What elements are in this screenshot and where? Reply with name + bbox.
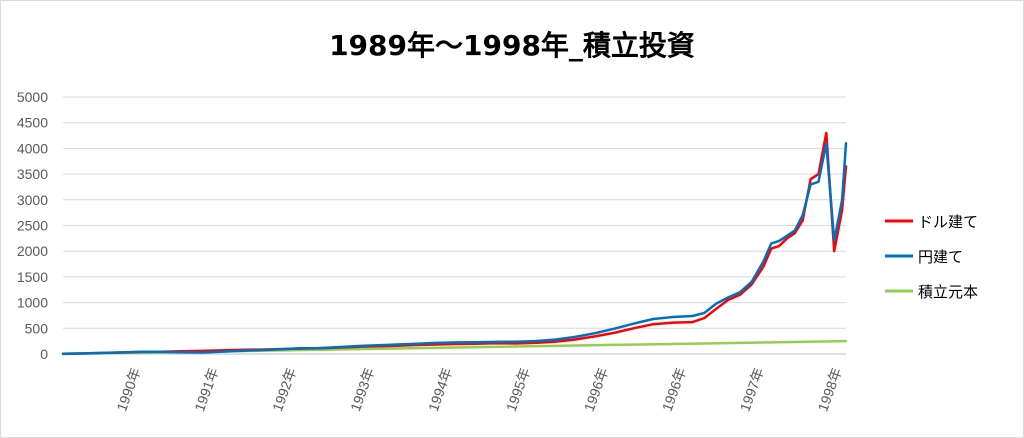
x-tick-label: 1991年: [191, 366, 221, 414]
y-tick-label: 0: [40, 346, 48, 362]
x-tick-label: 1993年: [347, 366, 377, 414]
series-lines: [61, 131, 848, 356]
x-tick-label: 1996年: [659, 366, 689, 414]
x-tick-label: 1998年: [814, 366, 844, 414]
y-tick-label: 3000: [17, 192, 48, 208]
y-tick-label: 1500: [17, 269, 48, 285]
series-line-2: [61, 142, 848, 355]
y-tick-label: 2500: [17, 218, 48, 234]
y-tick-label: 5000: [17, 89, 48, 105]
legend-label: 円建て: [918, 248, 963, 266]
y-tick-label: 4000: [17, 140, 48, 156]
x-tick-label: 1997年: [737, 366, 767, 414]
grid-lines: [63, 96, 846, 355]
series-line-1: [61, 131, 848, 355]
x-tick-label: 1996年: [581, 366, 611, 414]
y-tick-label: 500: [25, 320, 49, 336]
x-axis-ticks: 1990年 1991年 1992年 1993年 1994年 1995年 1996年 1996年…: [113, 366, 845, 414]
legend-label: ドル建て: [918, 213, 978, 231]
y-tick-label: 1000: [17, 295, 48, 311]
y-tick-label: 2000: [17, 243, 48, 259]
y-tick-label: 3500: [17, 166, 48, 182]
y-axis-ticks: 0 500 1000 1500 2000 2500 3000 3500 4000 4500 5000: [17, 89, 48, 362]
y-tick-label: 4500: [17, 115, 48, 131]
legend-label: 積立元本: [918, 283, 978, 301]
x-tick-label: 1992年: [269, 366, 299, 414]
x-tick-label: 1994年: [425, 366, 455, 414]
x-tick-label: 1995年: [503, 366, 533, 414]
x-tick-label: 1990年: [113, 366, 143, 414]
chart-title: 1989年～1998年_積立投資: [329, 29, 695, 62]
